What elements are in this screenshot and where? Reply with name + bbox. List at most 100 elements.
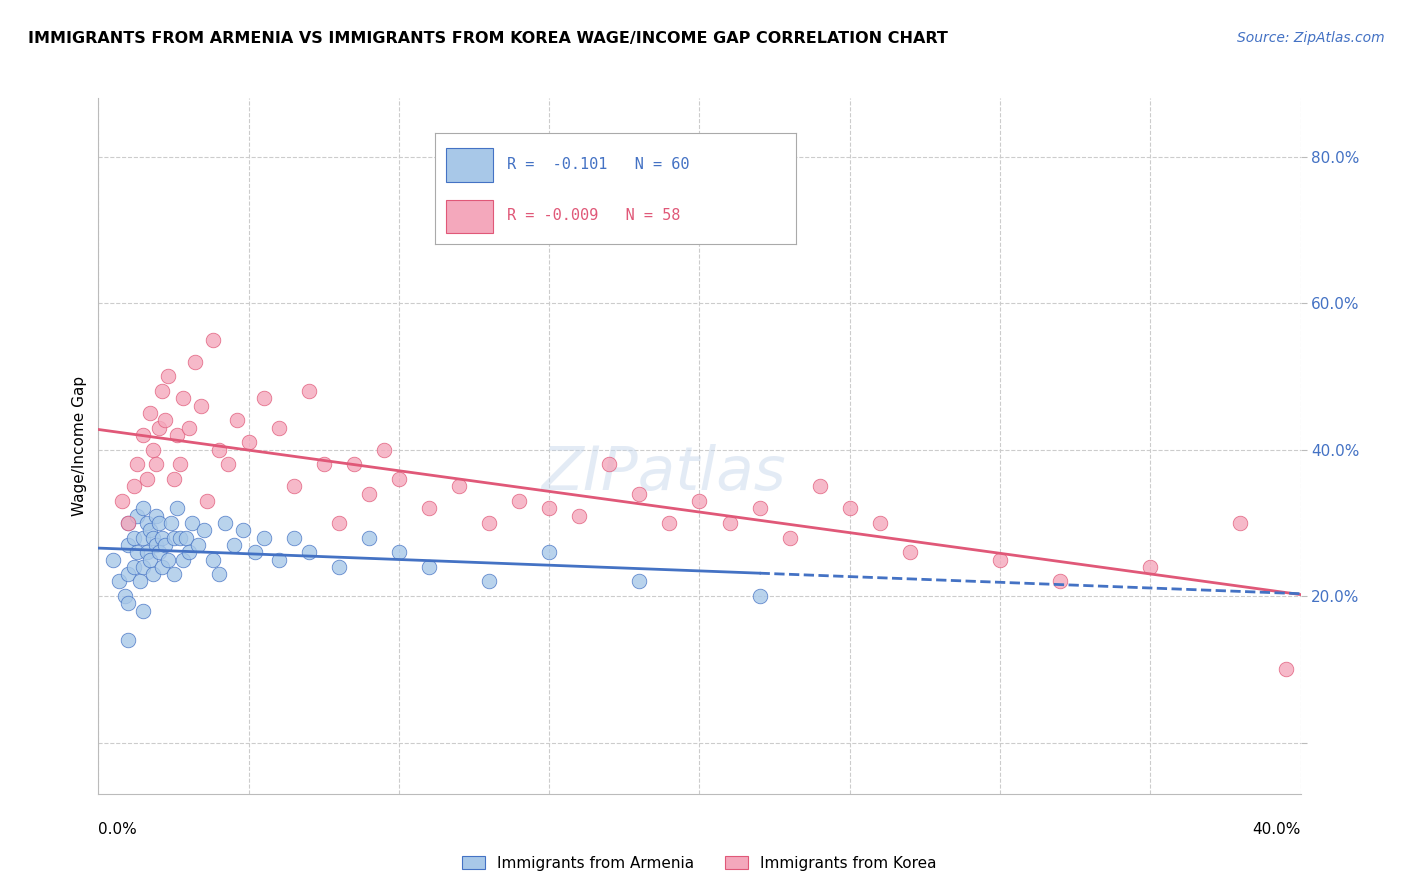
Point [172,552,194,566]
Point [312,458,335,472]
Text: 40.0%: 40.0% [1253,822,1301,837]
Point [132,531,155,545]
Point [628,574,651,589]
Point [508,494,530,508]
Point [135,516,157,530]
Point [1139,559,1161,574]
Point [127,458,149,472]
Point [748,501,770,516]
Point [148,545,170,559]
Point [988,552,1011,566]
Point [232,523,254,537]
Point [127,508,149,523]
Point [138,406,160,420]
Point [132,428,155,442]
Point [177,545,200,559]
Point [478,574,501,589]
Point [111,494,134,508]
Point [328,559,350,574]
Point [150,384,173,398]
Point [898,545,921,559]
Point [124,479,146,493]
Point [132,604,155,618]
Point [195,494,218,508]
Point [162,567,184,582]
Point [298,545,321,559]
Point [114,589,136,603]
Point [159,516,181,530]
Point [208,442,231,457]
Point [478,516,501,530]
Y-axis label: Wage/Income Gap: Wage/Income Gap [72,376,87,516]
Point [748,589,770,603]
Point [388,545,411,559]
Point [162,531,184,545]
Point [598,458,620,472]
Point [225,413,247,427]
Point [103,552,125,566]
Point [166,428,188,442]
Text: 0.0%: 0.0% [98,822,138,837]
Point [156,552,179,566]
Point [689,494,711,508]
Text: Source: ZipAtlas.com: Source: ZipAtlas.com [1237,31,1385,45]
Point [180,516,202,530]
Point [108,574,131,589]
Point [658,516,681,530]
Point [117,538,139,552]
Point [217,458,239,472]
Point [418,559,440,574]
Point [343,458,366,472]
Text: ZIPatlas: ZIPatlas [541,444,786,503]
Point [169,531,191,545]
Point [124,531,146,545]
Point [129,574,152,589]
Point [145,458,167,472]
Point [373,442,395,457]
Point [150,559,173,574]
Point [177,420,200,434]
Point [253,392,276,406]
Point [156,369,179,384]
Point [138,523,160,537]
Text: IMMIGRANTS FROM ARMENIA VS IMMIGRANTS FROM KOREA WAGE/INCOME GAP CORRELATION CHA: IMMIGRANTS FROM ARMENIA VS IMMIGRANTS FR… [28,31,948,46]
Point [141,567,163,582]
Point [127,545,149,559]
Point [145,538,167,552]
Point [174,531,197,545]
Point [150,531,173,545]
Point [568,508,591,523]
Point [283,531,305,545]
Point [117,567,139,582]
Point [214,516,236,530]
Point [238,435,260,450]
Point [117,597,139,611]
Point [718,516,741,530]
Point [148,516,170,530]
Point [253,531,276,545]
Point [153,413,176,427]
Point [538,545,561,559]
Point [808,479,831,493]
Point [1274,662,1296,676]
Point [145,508,167,523]
Point [153,538,176,552]
Point [193,523,215,537]
Point [267,552,290,566]
Point [169,458,191,472]
Point [1049,574,1071,589]
Point [183,355,205,369]
Point [135,545,157,559]
Point [117,516,139,530]
Point [201,552,224,566]
Point [628,486,651,500]
Point [117,633,139,648]
Point [141,531,163,545]
Point [208,567,231,582]
Point [201,333,224,347]
Point [267,420,290,434]
Point [117,516,139,530]
Point [328,516,350,530]
Point [1229,516,1251,530]
Point [357,486,380,500]
